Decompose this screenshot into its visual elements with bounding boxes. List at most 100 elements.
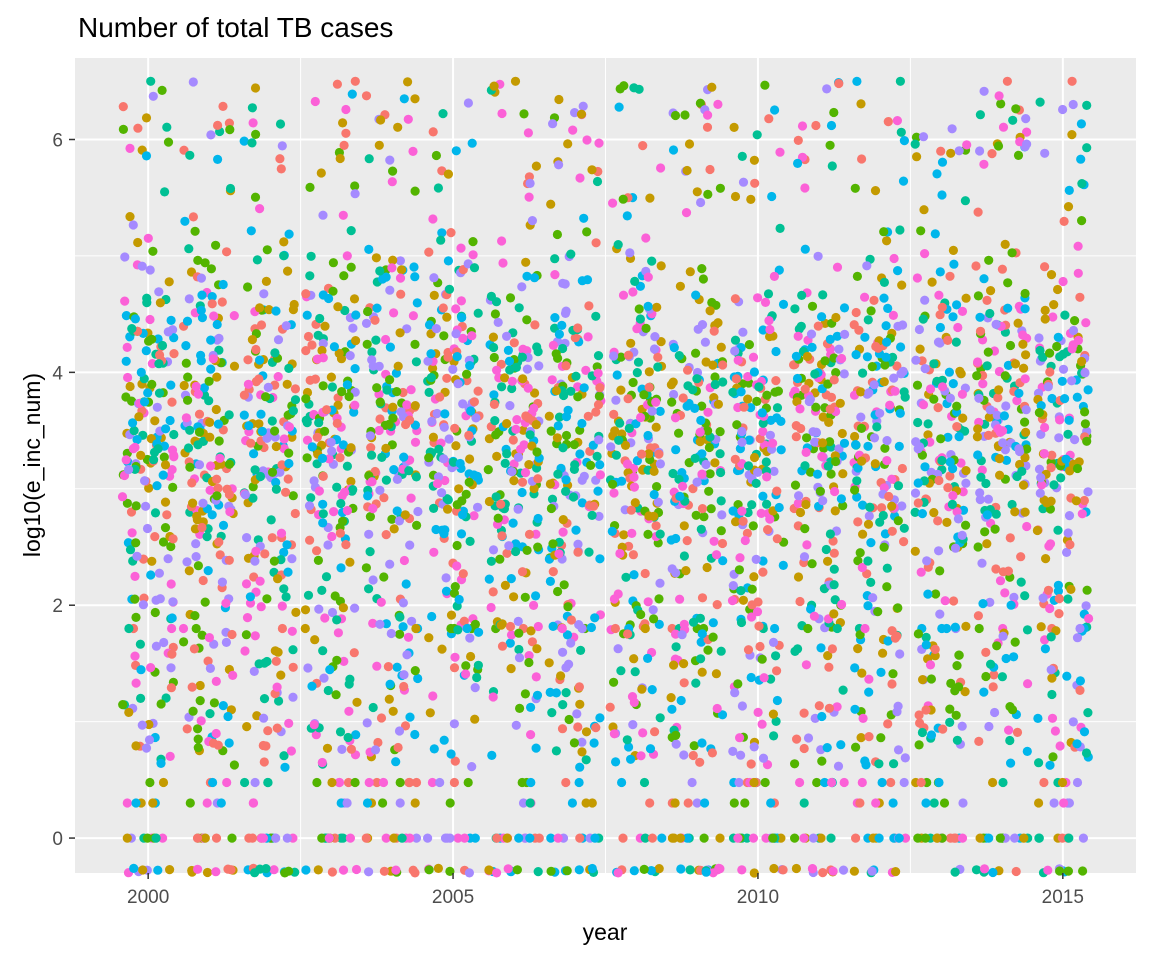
data-point [775,223,785,233]
data-point [133,237,143,248]
data-point [493,513,503,523]
data-point [975,110,986,120]
data-point [1012,727,1023,738]
data-point [666,380,677,390]
data-point [1076,119,1086,129]
data-point [350,777,360,788]
data-point [329,507,339,517]
data-point [797,290,807,300]
data-point [425,708,435,718]
data-point [317,585,327,596]
data-point [288,662,298,672]
data-point [800,244,810,254]
data-point [469,397,479,407]
data-point [518,425,528,435]
data-point [768,833,778,843]
data-point [934,290,944,300]
data-point [532,690,543,700]
data-point [652,302,662,312]
data-point [747,584,757,594]
data-point [142,523,153,534]
data-point [637,449,647,459]
data-point [258,740,268,751]
data-point [853,644,863,654]
data-point [625,248,635,258]
data-point [276,670,286,680]
data-point [1039,777,1049,788]
data-point [704,442,715,453]
data-point [534,361,544,371]
data-point [718,377,728,387]
data-point [818,496,828,506]
data-point [800,524,810,534]
data-point [695,613,706,624]
data-point [493,317,503,327]
data-point [398,622,408,632]
data-point [512,865,523,875]
data-point [957,530,967,541]
data-point [972,371,982,381]
data-point [271,441,281,452]
data-point [271,833,281,843]
data-point [800,183,810,193]
data-point [935,267,945,277]
data-point [490,309,500,319]
data-point [166,683,176,693]
data-point [368,702,378,713]
data-point [849,866,860,876]
data-point [554,412,565,422]
data-point [467,138,477,148]
data-point [760,777,770,788]
data-point [319,673,329,683]
data-point [410,339,420,349]
data-point [899,537,909,547]
data-point [1071,496,1081,506]
data-point [424,387,434,397]
data-point [225,125,235,135]
data-point [273,574,283,584]
data-point [564,714,574,725]
data-point [757,408,767,418]
data-point [381,833,391,843]
data-point [863,441,873,451]
data-point [1007,248,1017,258]
data-point [1048,752,1058,762]
data-point [351,310,361,320]
data-point [408,311,418,321]
data-point [250,556,260,566]
data-point [889,373,899,383]
data-point [429,273,439,283]
data-point [325,665,335,675]
data-point [870,459,880,469]
data-point [497,236,507,246]
y-tick-label: 0 [52,829,63,850]
data-point [389,833,399,843]
data-point [653,497,663,507]
data-point [609,677,619,687]
data-point [378,798,388,808]
data-point [714,863,724,873]
data-point [145,265,155,275]
data-point [184,244,194,254]
data-point [952,422,962,432]
data-point [399,670,409,680]
data-point [975,146,985,156]
data-point [613,644,623,654]
data-point [395,273,406,283]
data-point [878,648,888,658]
data-point [898,366,908,376]
data-point [1001,653,1011,664]
data-point [717,538,728,549]
data-point [624,742,634,752]
data-point [1053,586,1063,596]
data-point [696,524,706,534]
data-point [838,501,848,511]
data-point [307,340,317,350]
data-point [892,116,903,126]
data-point [634,304,644,314]
data-point [1073,268,1083,278]
data-point [708,632,718,642]
data-point [521,411,531,421]
data-point [140,397,150,407]
data-point [647,685,657,695]
